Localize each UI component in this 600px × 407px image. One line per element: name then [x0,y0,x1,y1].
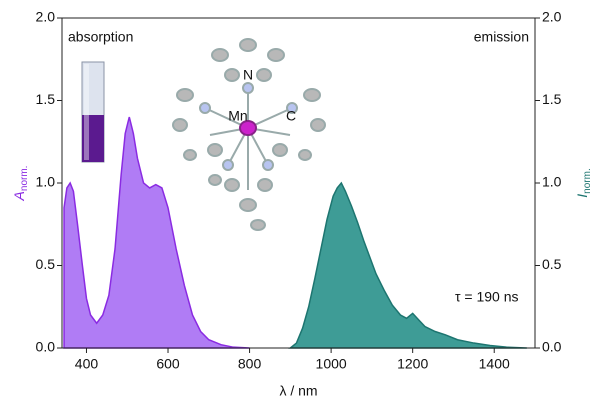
spectrum-area [288,181,527,349]
series-label: emission [474,29,529,45]
atom-label: C [286,108,296,124]
y-tick-label: 1.5 [36,91,56,107]
y-tick-label: 1.0 [36,174,56,190]
x-axis-label: λ / nm [279,383,317,399]
spectrum-area [63,116,250,349]
y2-tick-label: 1.0 [542,174,562,190]
y-tick-label: 0.0 [36,339,56,355]
atom-label: N [243,67,253,83]
x-tick-label: 1400 [479,356,510,372]
y2-axis-label: Inorm. [574,168,593,197]
y2-tick-label: 1.5 [542,91,562,107]
series-label: absorption [68,29,133,45]
x-tick-label: 400 [75,356,99,372]
x-tick-label: 1000 [316,356,347,372]
y-axis-symbol: A [11,191,27,201]
y-tick-label: 0.5 [36,256,56,272]
y-tick-label: 2.0 [36,9,56,25]
x-tick-label: 1200 [397,356,428,372]
x-tick-label: 800 [238,356,262,372]
cuvette [81,61,105,163]
y2-axis-symbol: I [574,194,590,198]
y2-tick-label: 0.0 [542,339,562,355]
x-tick-label: 600 [156,356,180,372]
atom-label: Mn [228,108,247,124]
y2-tick-label: 0.5 [542,256,562,272]
y2-axis-subscript: norm. [582,168,593,194]
lifetime-annotation: τ = 190 ns [455,289,519,305]
molecule [172,38,326,231]
y-axis-subscript: norm. [19,166,30,192]
y-axis-label: Anorm. [11,166,30,202]
y2-tick-label: 2.0 [542,9,562,25]
